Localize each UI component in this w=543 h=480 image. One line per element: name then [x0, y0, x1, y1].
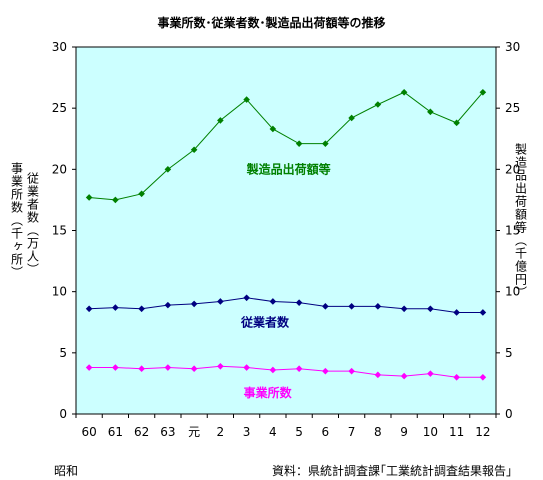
series-label-1: 従業者数 [240, 314, 290, 329]
series-2-point [479, 374, 487, 381]
series-1-point [138, 305, 145, 313]
source-note: 資料：県統計調査課｢工業統計調査結果報告｣ [272, 464, 513, 478]
x-tick-label: 8 [374, 425, 382, 439]
series-2-point [269, 366, 277, 374]
series-0-point [85, 194, 93, 201]
series-0-point [400, 88, 408, 96]
series-0-point [348, 114, 355, 122]
series-line-2 [89, 365, 483, 378]
series-2-point [138, 365, 145, 373]
series-label-2: 事業所数 [244, 385, 293, 400]
series-2-point [374, 371, 382, 379]
y-axis-left-label-employees: 従業者数（万人） [25, 172, 40, 276]
series-1-point [190, 300, 198, 308]
series-1-point [427, 305, 434, 313]
y-right-tick-label: 0 [505, 407, 513, 421]
x-tick-label: 61 [108, 425, 123, 439]
y-left-tick-label: 30 [52, 40, 67, 54]
y-right-tick-label: 20 [505, 162, 520, 176]
y-right-tick-label: 15 [505, 224, 520, 238]
series-2-point [190, 365, 198, 373]
y-right-tick-label: 10 [505, 285, 520, 299]
x-tick-label: 4 [269, 425, 277, 439]
x-tick-label: 3 [243, 425, 251, 439]
y-left-tick-label: 0 [59, 407, 67, 421]
series-lines [85, 88, 487, 381]
chart-title: 事業所数･従業者数･製造品出荷額等の推移 [157, 16, 386, 30]
series-0-point [295, 140, 303, 147]
y-axis-left-label-establishments: 事業所数（千ヶ所） [9, 162, 24, 279]
series-0-point [322, 140, 329, 147]
x-tick-label: 2 [217, 425, 225, 439]
series-2-point [348, 367, 355, 375]
series-1-point [453, 309, 460, 316]
series-2-point [295, 365, 303, 373]
series-0-point [217, 117, 224, 124]
series-1-point [112, 304, 119, 311]
series-0-point [374, 101, 382, 108]
y-right-tick-label: 5 [505, 346, 513, 360]
series-0-point [453, 119, 460, 127]
series-0-point [269, 125, 277, 133]
series-1-point [322, 303, 329, 310]
series-label-0: 製造品出荷額等 [246, 161, 331, 176]
series-1-point [400, 305, 408, 313]
series-1-point [269, 298, 277, 305]
series-2-point [322, 367, 329, 375]
series-2-point [453, 374, 460, 381]
era-label: 昭和 [54, 464, 79, 478]
series-1-point [348, 303, 355, 310]
y-axis-left: 0 5 10 15 20 25 30 [52, 40, 76, 421]
y-left-tick-label: 20 [52, 162, 67, 176]
x-tick-label: 9 [400, 425, 408, 439]
x-tick-label: 5 [295, 425, 303, 439]
y-left-tick-label: 5 [59, 346, 67, 360]
series-1-point [243, 294, 250, 302]
y-right-tick-label: 25 [505, 101, 520, 115]
series-2-point [427, 370, 434, 377]
plot-area [75, 46, 497, 415]
series-line-0 [89, 91, 484, 201]
series-line-1 [89, 297, 483, 313]
series-0-point [138, 190, 145, 198]
series-1-point [479, 309, 487, 316]
y-left-tick-label: 15 [52, 224, 67, 238]
series-1-point [164, 301, 172, 309]
x-tick-label: 6 [322, 425, 330, 439]
series-2-point [217, 362, 224, 370]
series-2-point [400, 372, 408, 380]
series-0-point [112, 196, 119, 204]
y-right-tick-label: 30 [505, 40, 520, 54]
y-left-tick-label: 10 [52, 285, 67, 299]
series-0-point [427, 108, 434, 116]
x-tick-label: 元 [188, 425, 200, 439]
y-left-tick-label: 25 [52, 101, 67, 115]
series-1-point [295, 299, 303, 306]
x-tick-label: 60 [81, 425, 96, 439]
series-2-point [243, 364, 250, 371]
series-2-point [85, 364, 93, 371]
series-0-point [164, 166, 172, 173]
series-0-point [479, 88, 487, 96]
series-1-point [85, 305, 93, 313]
x-tick-label: 62 [134, 425, 149, 439]
x-axis: 60 61 62 63 元 2 3 4 5 6 7 8 9 10 11 12 [75, 414, 497, 439]
x-tick-label: 12 [475, 425, 490, 439]
series-0-point [190, 146, 198, 154]
y-axis-right: 0 5 10 15 20 25 30 [496, 40, 520, 421]
series-1-point [217, 298, 224, 305]
x-tick-label: 10 [423, 425, 438, 439]
x-tick-label: 63 [160, 425, 175, 439]
x-tick-label: 7 [348, 425, 356, 439]
y-axis-right-label-shipments: 製造品出荷額等（千億円） [513, 143, 528, 299]
series-1-point [374, 303, 382, 310]
series-2-point [164, 364, 172, 371]
series-0-point [243, 96, 250, 103]
x-tick-label: 11 [449, 425, 464, 439]
series-2-point [112, 364, 119, 371]
